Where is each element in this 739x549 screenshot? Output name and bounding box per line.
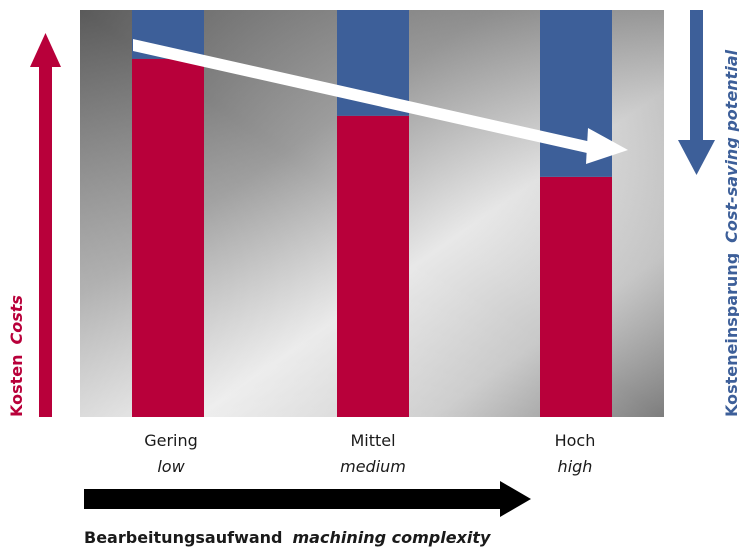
y-axis-left-label: Kosten Costs <box>7 295 26 417</box>
tick-label-medium-en: medium <box>340 457 406 476</box>
y-axis-right-label-italic: Cost-saving potential <box>722 49 739 242</box>
y-axis-left-label-bold: Kosten <box>7 354 26 417</box>
x-axis-label: Bearbeitungsaufwand machining complexity <box>84 528 491 547</box>
tick-label-high-de: Hoch <box>555 431 596 450</box>
tick-label-low-de: Gering <box>144 431 198 450</box>
y-axis-right-label-bold: Kosteneinsparung <box>722 253 739 417</box>
bar-cost-low <box>132 58 204 418</box>
tick-label-high-en: high <box>558 457 593 476</box>
savings-axis-arrow <box>678 10 715 175</box>
y-axis-left-label-italic: Costs <box>7 295 26 344</box>
tick-label-low-en: low <box>157 457 185 476</box>
tick-label-medium-de: Mittel <box>350 431 395 450</box>
trend-arrow <box>133 39 628 164</box>
costs-axis-arrow <box>30 33 61 417</box>
complexity-axis-arrow <box>84 481 531 517</box>
bar-cost-high <box>540 176 612 417</box>
x-axis-label-bold: Bearbeitungsaufwand <box>84 528 283 547</box>
category-labels: Gering low Mittel medium Hoch high <box>144 431 595 476</box>
bar-cost-medium <box>337 115 409 417</box>
y-axis-right-label: Kosteneinsparung Cost-saving potential <box>722 49 739 417</box>
x-axis-label-italic: machining complexity <box>293 528 492 547</box>
bars-group <box>132 10 612 418</box>
